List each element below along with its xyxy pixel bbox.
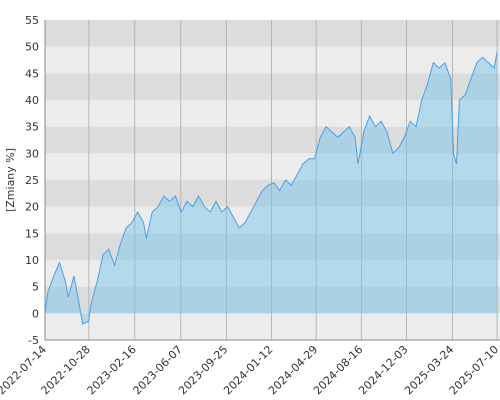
grid-band bbox=[45, 313, 500, 340]
y-tick-label: 0 bbox=[32, 307, 39, 320]
grid-band bbox=[45, 286, 500, 314]
grid-band bbox=[45, 46, 500, 74]
grid-band bbox=[45, 73, 500, 100]
y-tick-label: 55 bbox=[25, 14, 39, 27]
y-tick-label: 35 bbox=[25, 121, 39, 134]
y-axis-label: [Zmiany %] bbox=[4, 148, 17, 212]
grid-band bbox=[45, 153, 500, 180]
grid-band bbox=[45, 260, 500, 287]
grid-band bbox=[45, 180, 500, 207]
grid-band bbox=[45, 126, 500, 154]
grid-band bbox=[45, 100, 500, 127]
line bbox=[44, 51, 498, 325]
y-tick-label: 10 bbox=[25, 254, 39, 267]
y-tick-label: 50 bbox=[25, 41, 39, 54]
y-tick-label: 15 bbox=[25, 227, 39, 240]
y-tick-label: 5 bbox=[32, 281, 39, 294]
y-tick-label: 25 bbox=[25, 174, 39, 187]
y-tick-label: 30 bbox=[25, 147, 39, 160]
area bbox=[45, 52, 498, 324]
grid-band bbox=[45, 20, 500, 47]
grid-band bbox=[45, 206, 500, 234]
grid-band bbox=[45, 233, 500, 260]
y-tick-label: -5 bbox=[28, 334, 39, 347]
y-tick-label: 40 bbox=[25, 94, 39, 107]
y-tick-label: 20 bbox=[25, 201, 39, 214]
y-tick-label: 45 bbox=[25, 67, 39, 80]
